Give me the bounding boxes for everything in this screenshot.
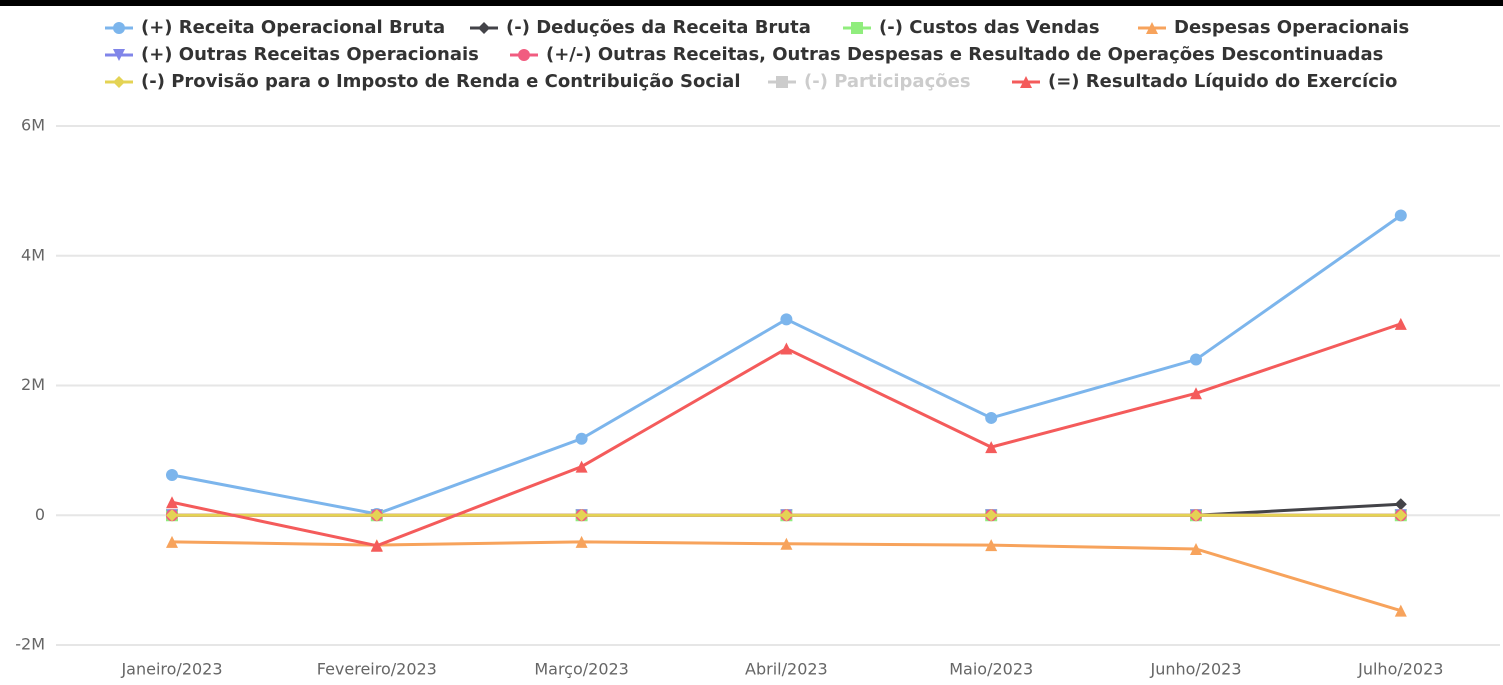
point-marker xyxy=(575,535,588,548)
point-marker xyxy=(985,509,998,522)
x-tick-label: Junho/2023 xyxy=(1149,660,1241,679)
point-marker xyxy=(985,539,998,552)
y-tick-label: 2M xyxy=(21,375,45,394)
point-marker xyxy=(1394,317,1407,330)
point-marker xyxy=(166,496,178,509)
point-marker xyxy=(166,509,178,522)
legend-symbol[interactable] xyxy=(851,22,863,34)
legend-label[interactable]: (-) Custos das Vendas xyxy=(879,17,1100,38)
series-line xyxy=(171,214,1402,516)
point-marker xyxy=(575,509,588,522)
y-tick-label: -2M xyxy=(15,635,45,654)
legend-symbol[interactable] xyxy=(478,22,490,34)
point-marker xyxy=(1190,353,1202,366)
point-marker xyxy=(1394,498,1407,511)
y-tick-label: 6M xyxy=(21,116,45,135)
legend-symbol[interactable] xyxy=(1020,76,1032,88)
x-tick-label: Janeiro/2023 xyxy=(120,660,222,679)
top-strip xyxy=(0,0,1503,6)
legend-symbol[interactable] xyxy=(1146,22,1158,34)
point-marker xyxy=(1190,387,1202,400)
x-tick-label: Abril/2023 xyxy=(745,660,828,679)
point-marker xyxy=(780,342,793,355)
point-marker xyxy=(370,509,383,522)
point-marker xyxy=(575,432,588,445)
legend-label[interactable]: Despesas Operacionais xyxy=(1174,17,1409,38)
legend-label[interactable]: (-) Participações xyxy=(804,71,971,92)
point-marker xyxy=(780,509,793,522)
x-tick-label: Março/2023 xyxy=(534,660,629,679)
y-tick-label: 0 xyxy=(35,505,45,524)
point-marker xyxy=(780,313,793,326)
legend-symbol[interactable] xyxy=(776,76,788,88)
point-marker xyxy=(166,535,178,548)
x-tick-label: Julho/2023 xyxy=(1357,660,1443,679)
point-marker xyxy=(985,441,998,454)
point-marker xyxy=(780,537,793,550)
x-tick-label: Maio/2023 xyxy=(949,660,1033,679)
series-line xyxy=(171,540,1402,613)
legend-label[interactable]: (-) Deduções da Receita Bruta xyxy=(506,17,811,38)
point-marker xyxy=(1190,509,1202,522)
x-tick-label: Fevereiro/2023 xyxy=(317,660,437,679)
point-marker xyxy=(1394,209,1407,222)
y-tick-label: 4M xyxy=(21,245,45,264)
legend-label[interactable]: (+/-) Outras Receitas, Outras Despesas e… xyxy=(546,44,1383,65)
legend-label[interactable]: (+) Outras Receitas Operacionais xyxy=(141,44,479,65)
legend-label[interactable]: (=) Resultado Líquido do Exercício xyxy=(1048,71,1397,92)
point-marker xyxy=(1394,509,1407,522)
legend-label[interactable]: (-) Provisão para o Imposto de Renda e C… xyxy=(141,71,741,92)
legend-label[interactable]: (+) Receita Operacional Bruta xyxy=(141,17,445,38)
point-marker xyxy=(985,411,998,424)
legend-symbol[interactable] xyxy=(113,22,125,34)
legend-symbol[interactable] xyxy=(113,49,125,61)
point-marker xyxy=(1394,604,1407,617)
point-marker xyxy=(575,460,588,473)
legend-symbol[interactable] xyxy=(113,76,125,88)
point-marker xyxy=(1190,542,1202,555)
point-marker xyxy=(166,469,178,482)
legend-symbol[interactable] xyxy=(518,49,530,61)
point-marker xyxy=(370,539,383,552)
